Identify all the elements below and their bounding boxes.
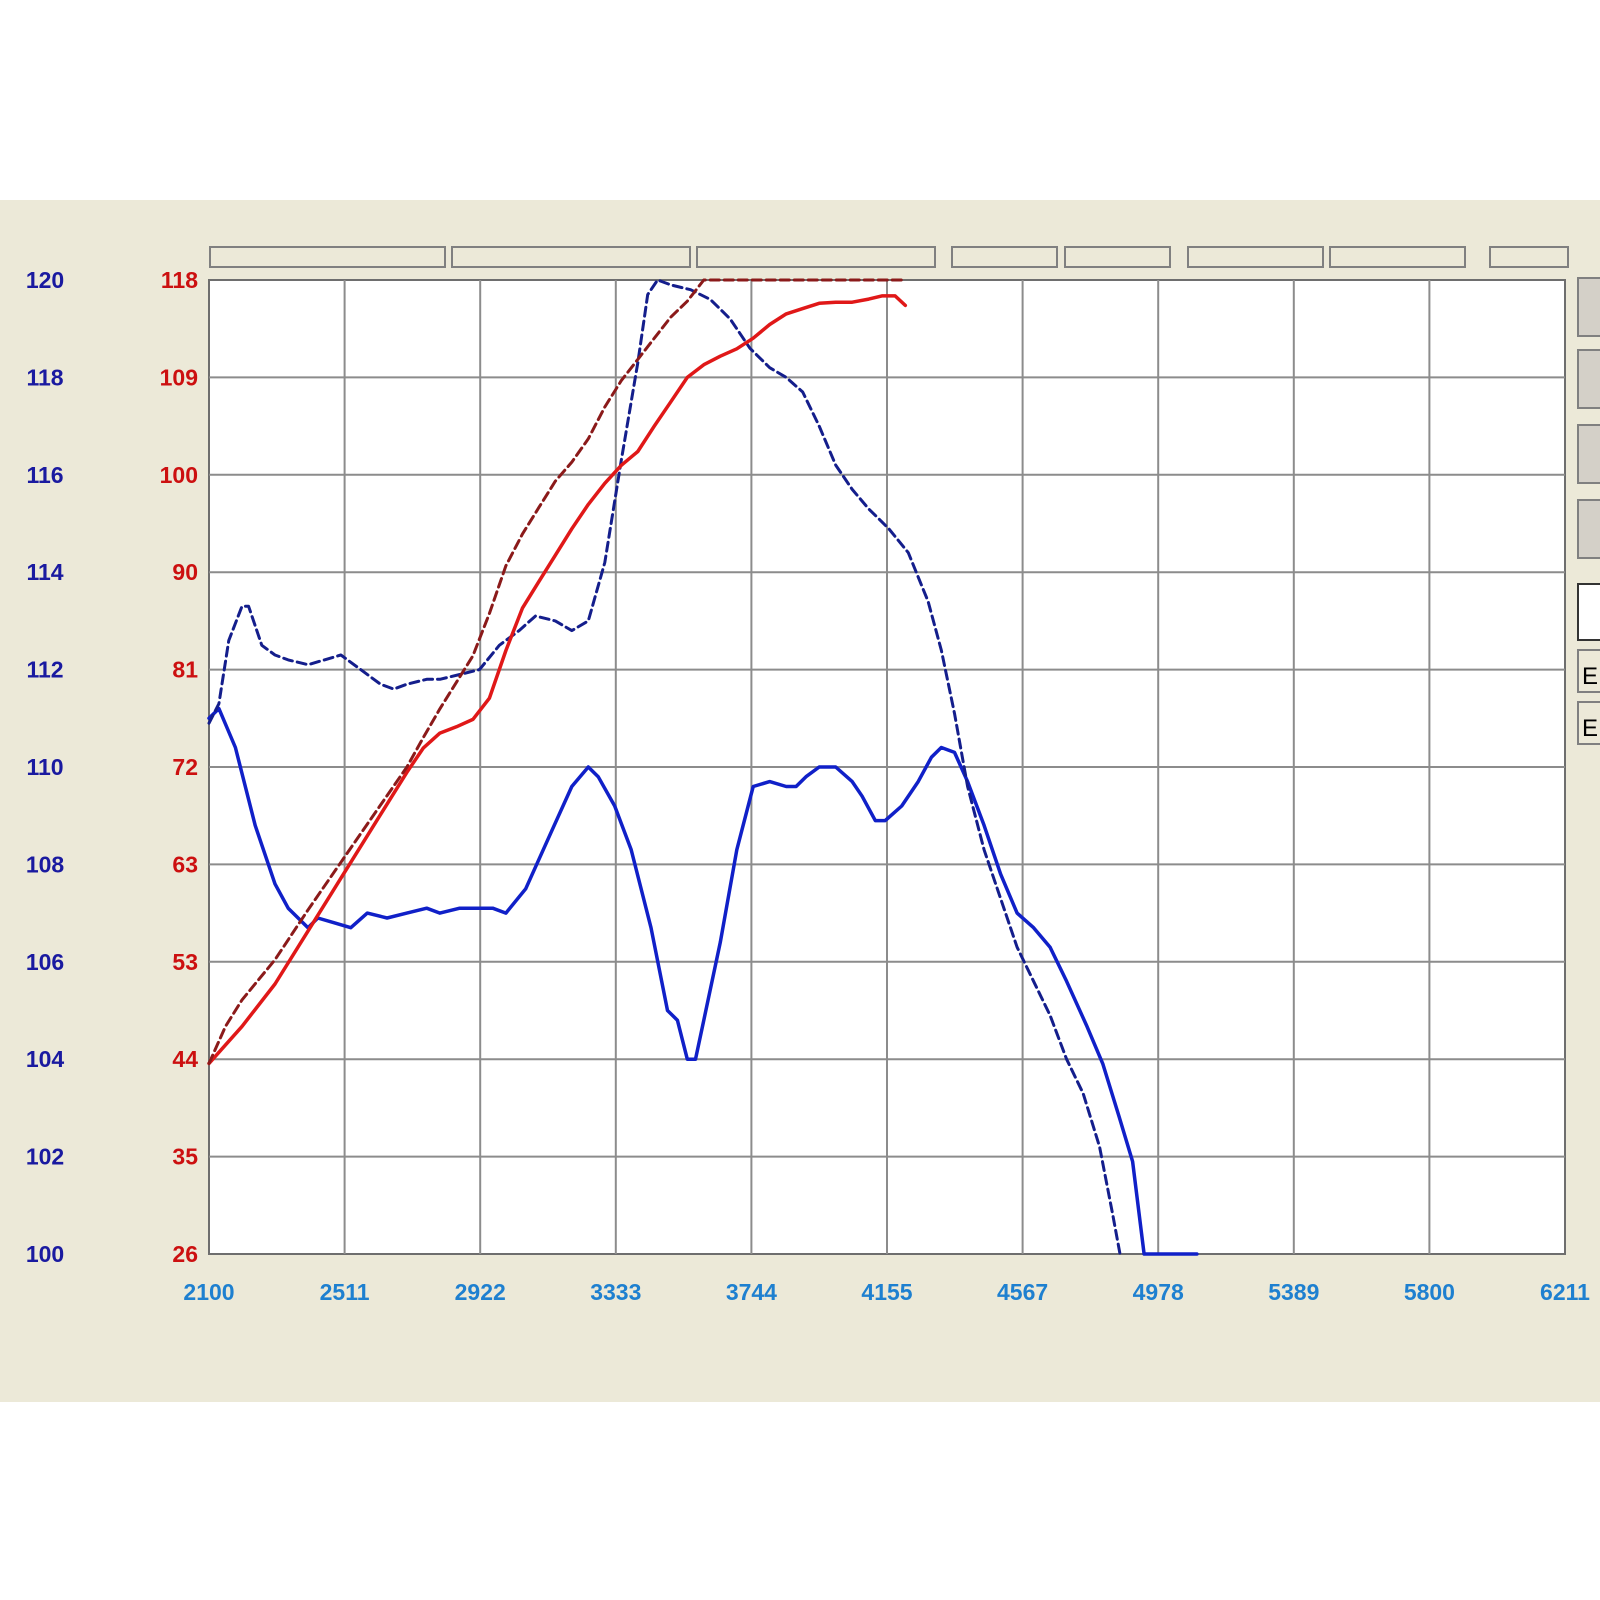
- x-tick-label: 4978: [1133, 1279, 1184, 1305]
- y-outer-tick-label: 112: [26, 657, 63, 683]
- y-outer-tick-label: 100: [26, 1241, 64, 1267]
- column-tab-4[interactable]: [951, 246, 1058, 268]
- tab-strip: [209, 246, 1569, 268]
- x-tick-label: 3744: [726, 1279, 777, 1305]
- y-axis-left-outer: 120 118 116 114 112 110 108 106 104 102 100: [26, 267, 65, 1267]
- series-line-2-dashed: [207, 278, 1122, 1256]
- dyno-chart: E E 120 118 116 114 112 110 108 106 104 102 100 11…: [26, 246, 1600, 1305]
- x-tick-label: 3333: [590, 1279, 641, 1305]
- y-inner-tick-label: 72: [172, 754, 198, 780]
- y-inner-tick-label: 81: [172, 657, 198, 683]
- y-inner-tick-label: 26: [172, 1241, 198, 1267]
- side-button-4[interactable]: [1577, 499, 1600, 559]
- y-inner-tick-label: 118: [161, 267, 198, 293]
- x-tick-label: 2511: [320, 1279, 370, 1305]
- y-outer-tick-label: 116: [26, 462, 63, 488]
- y-outer-tick-label: 120: [26, 267, 64, 293]
- column-tab-1[interactable]: [209, 246, 446, 268]
- y-axis-left-inner: 118 109 100 90 81 72 63 53 44 35 26: [160, 267, 199, 1267]
- x-tick-label: 6211: [1540, 1279, 1590, 1305]
- y-inner-tick-label: 35: [172, 1144, 198, 1170]
- y-outer-tick-label: 108: [26, 851, 65, 877]
- x-tick-label: 5800: [1404, 1279, 1455, 1305]
- side-button-active[interactable]: [1577, 583, 1600, 641]
- y-inner-tick-label: 44: [172, 1046, 198, 1072]
- legend-tab-blue-label: E: [1582, 663, 1598, 690]
- side-button-1[interactable]: [1577, 277, 1600, 337]
- series-line-1-solid: [207, 706, 1199, 1256]
- y-inner-tick-label: 63: [172, 851, 198, 877]
- x-axis: 2100 2511 2922 3333 3744 4155 4567 4978 5389 5800…: [183, 1279, 1590, 1305]
- series-line-3-solid: [207, 294, 908, 1066]
- legend-tab-red[interactable]: [1577, 701, 1600, 745]
- x-tick-label: 2100: [183, 1279, 234, 1305]
- series-line-4-dashed: [207, 278, 907, 1065]
- column-tab-7[interactable]: [1329, 246, 1466, 268]
- y-outer-tick-label: 114: [26, 559, 63, 585]
- x-tick-label: 5389: [1268, 1279, 1319, 1305]
- side-button-3[interactable]: [1577, 424, 1600, 484]
- column-tab-8[interactable]: [1489, 246, 1569, 268]
- x-tick-label: 4155: [861, 1279, 912, 1305]
- column-tab-3[interactable]: [696, 246, 936, 268]
- y-outer-tick-label: 118: [26, 364, 63, 390]
- y-inner-tick-label: 90: [172, 559, 198, 585]
- column-tab-6[interactable]: [1187, 246, 1324, 268]
- y-outer-tick-label: 104: [26, 1046, 65, 1072]
- y-outer-tick-label: 106: [26, 949, 64, 975]
- x-tick-label: 2922: [455, 1279, 506, 1305]
- y-outer-tick-label: 102: [26, 1144, 64, 1170]
- legend-tab-blue[interactable]: [1577, 649, 1600, 693]
- chart-window: E E 120 118 116 114 112 110 108 106 104 102 100 11…: [0, 200, 1600, 1402]
- y-inner-tick-label: 109: [160, 364, 198, 390]
- grid: [209, 280, 1565, 1254]
- y-inner-tick-label: 53: [172, 949, 198, 975]
- y-inner-tick-label: 100: [160, 462, 198, 488]
- side-button-2[interactable]: [1577, 349, 1600, 409]
- series-layer: [207, 278, 1199, 1256]
- column-tab-2[interactable]: [451, 246, 691, 268]
- legend-tab-red-label: E: [1582, 715, 1598, 742]
- y-outer-tick-label: 110: [26, 754, 63, 780]
- side-panel: E E: [1577, 277, 1600, 745]
- x-tick-label: 4567: [997, 1279, 1048, 1305]
- column-tab-5[interactable]: [1064, 246, 1171, 268]
